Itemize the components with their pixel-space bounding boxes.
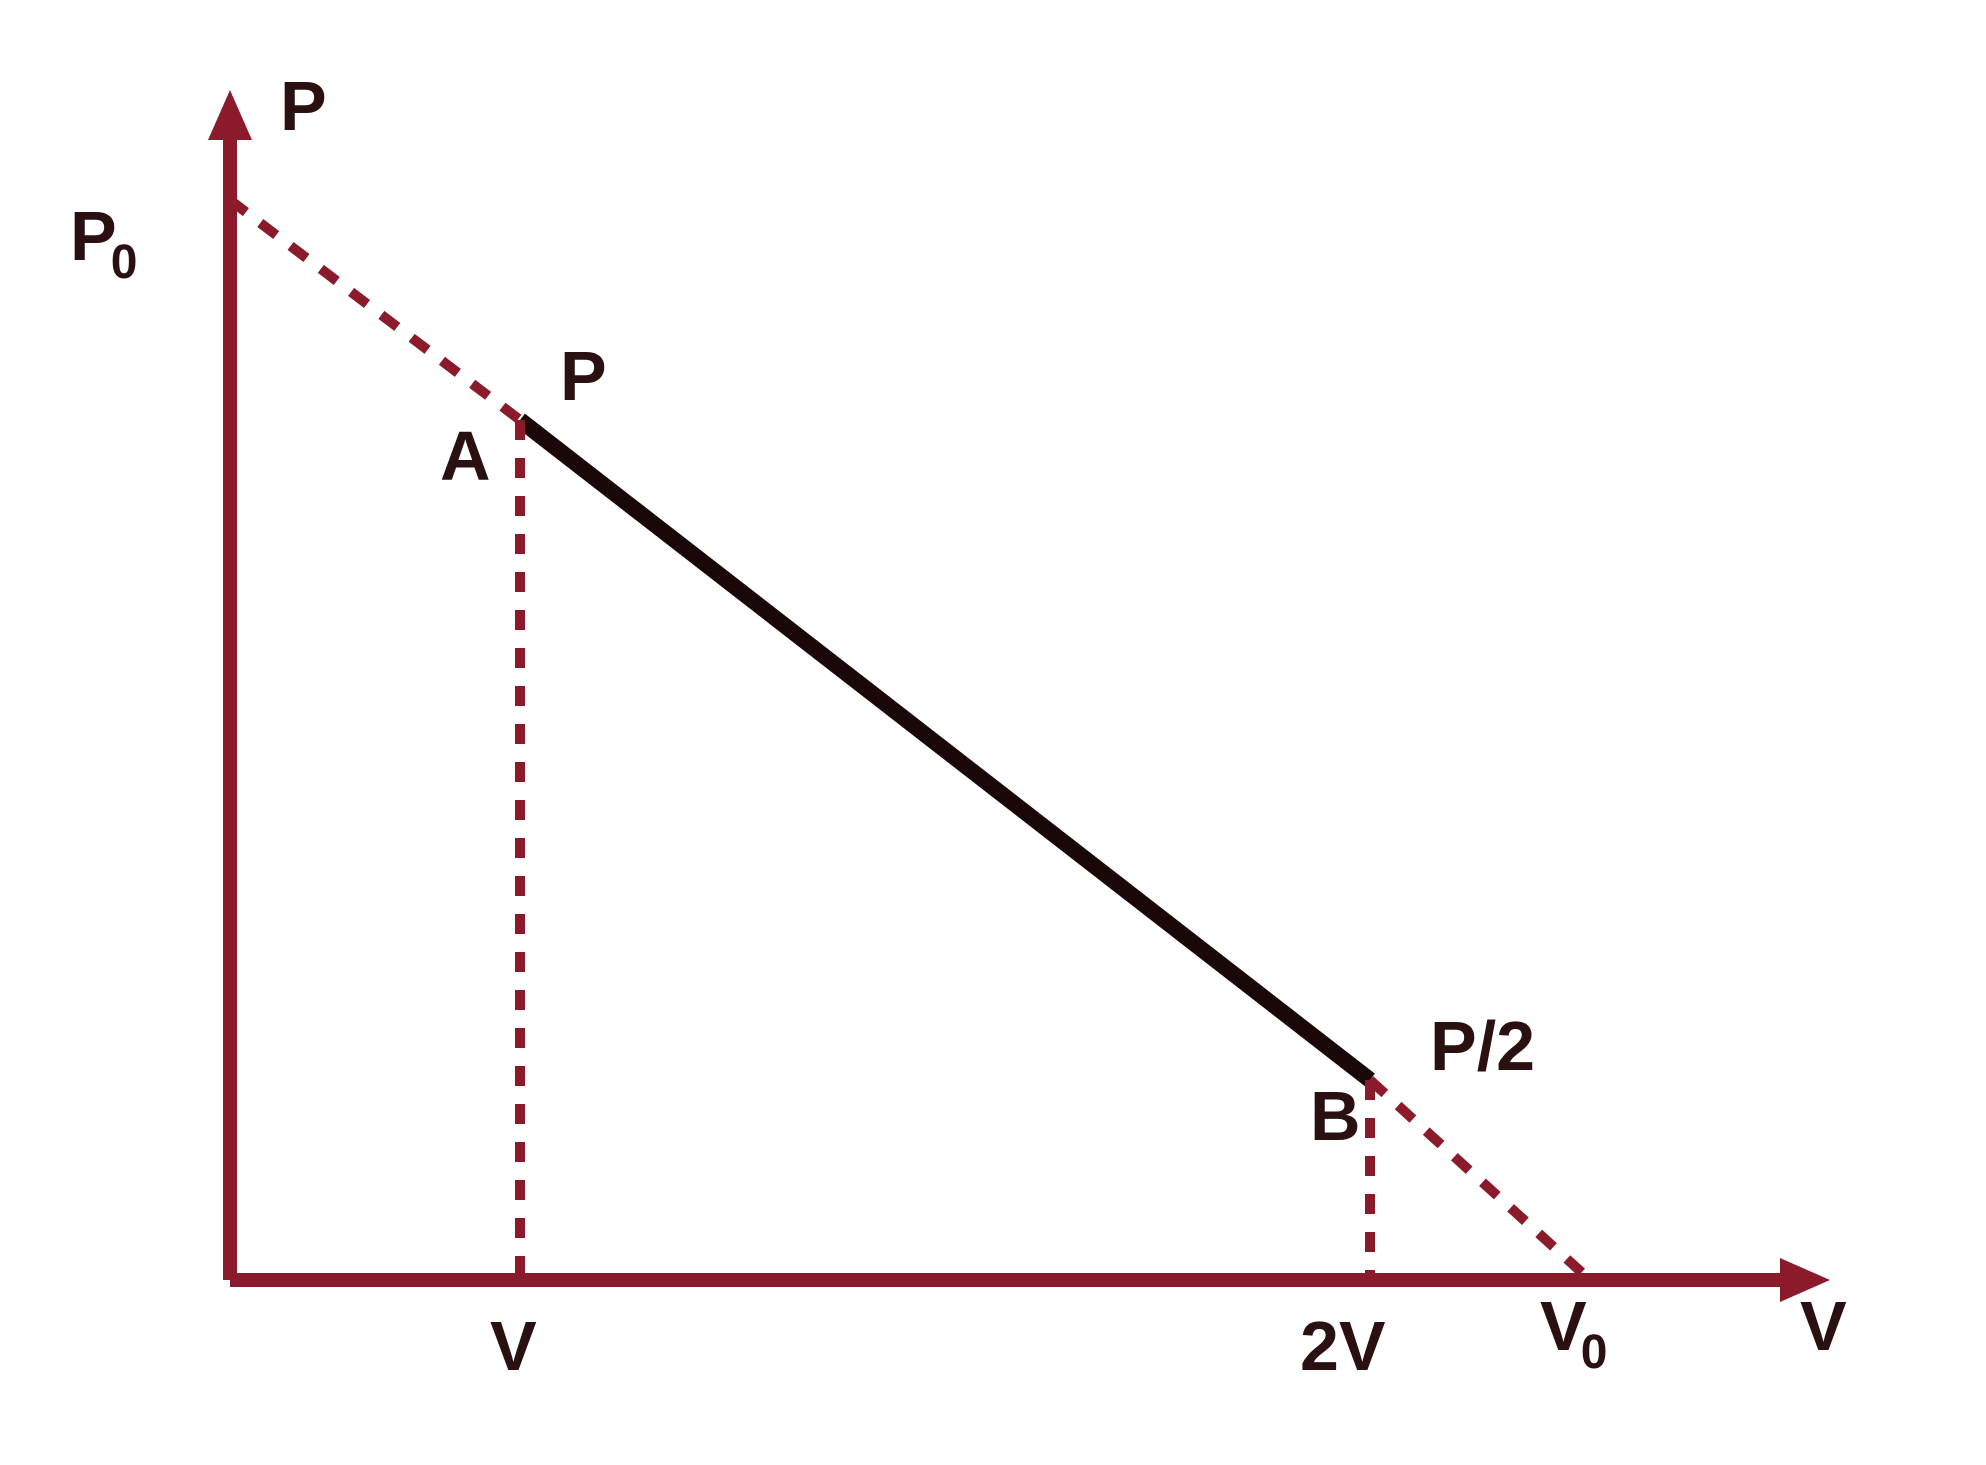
p0-label: P0 <box>70 197 137 289</box>
point-b-label: B <box>1310 1077 1361 1155</box>
dashed-p0-to-a <box>230 200 520 420</box>
pv-diagram: P V P0 A P B P/2 V 2V V0 <box>0 0 1986 1465</box>
x-tick-2v: 2V <box>1300 1307 1386 1385</box>
svg-text:V0: V0 <box>1540 1287 1607 1379</box>
y-axis-title: P <box>280 67 327 145</box>
svg-text:P0: P0 <box>70 197 137 289</box>
point-a-label: A <box>440 417 491 495</box>
main-line-ab <box>520 420 1370 1080</box>
pressure-p-label: P <box>560 337 607 415</box>
p0-letter: P <box>70 197 117 275</box>
pressure-p-half-label: P/2 <box>1430 1007 1535 1085</box>
p0-sub: 0 <box>111 236 138 289</box>
dashed-b-to-v0 <box>1370 1080 1590 1280</box>
x-tick-v: V <box>490 1307 537 1385</box>
y-axis <box>208 90 252 1280</box>
chart-svg: P V P0 A P B P/2 V 2V V0 <box>0 0 1986 1465</box>
v0-label: V0 <box>1540 1287 1607 1379</box>
x-axis-title: V <box>1800 1287 1847 1365</box>
v0-sub: 0 <box>1581 1326 1608 1379</box>
